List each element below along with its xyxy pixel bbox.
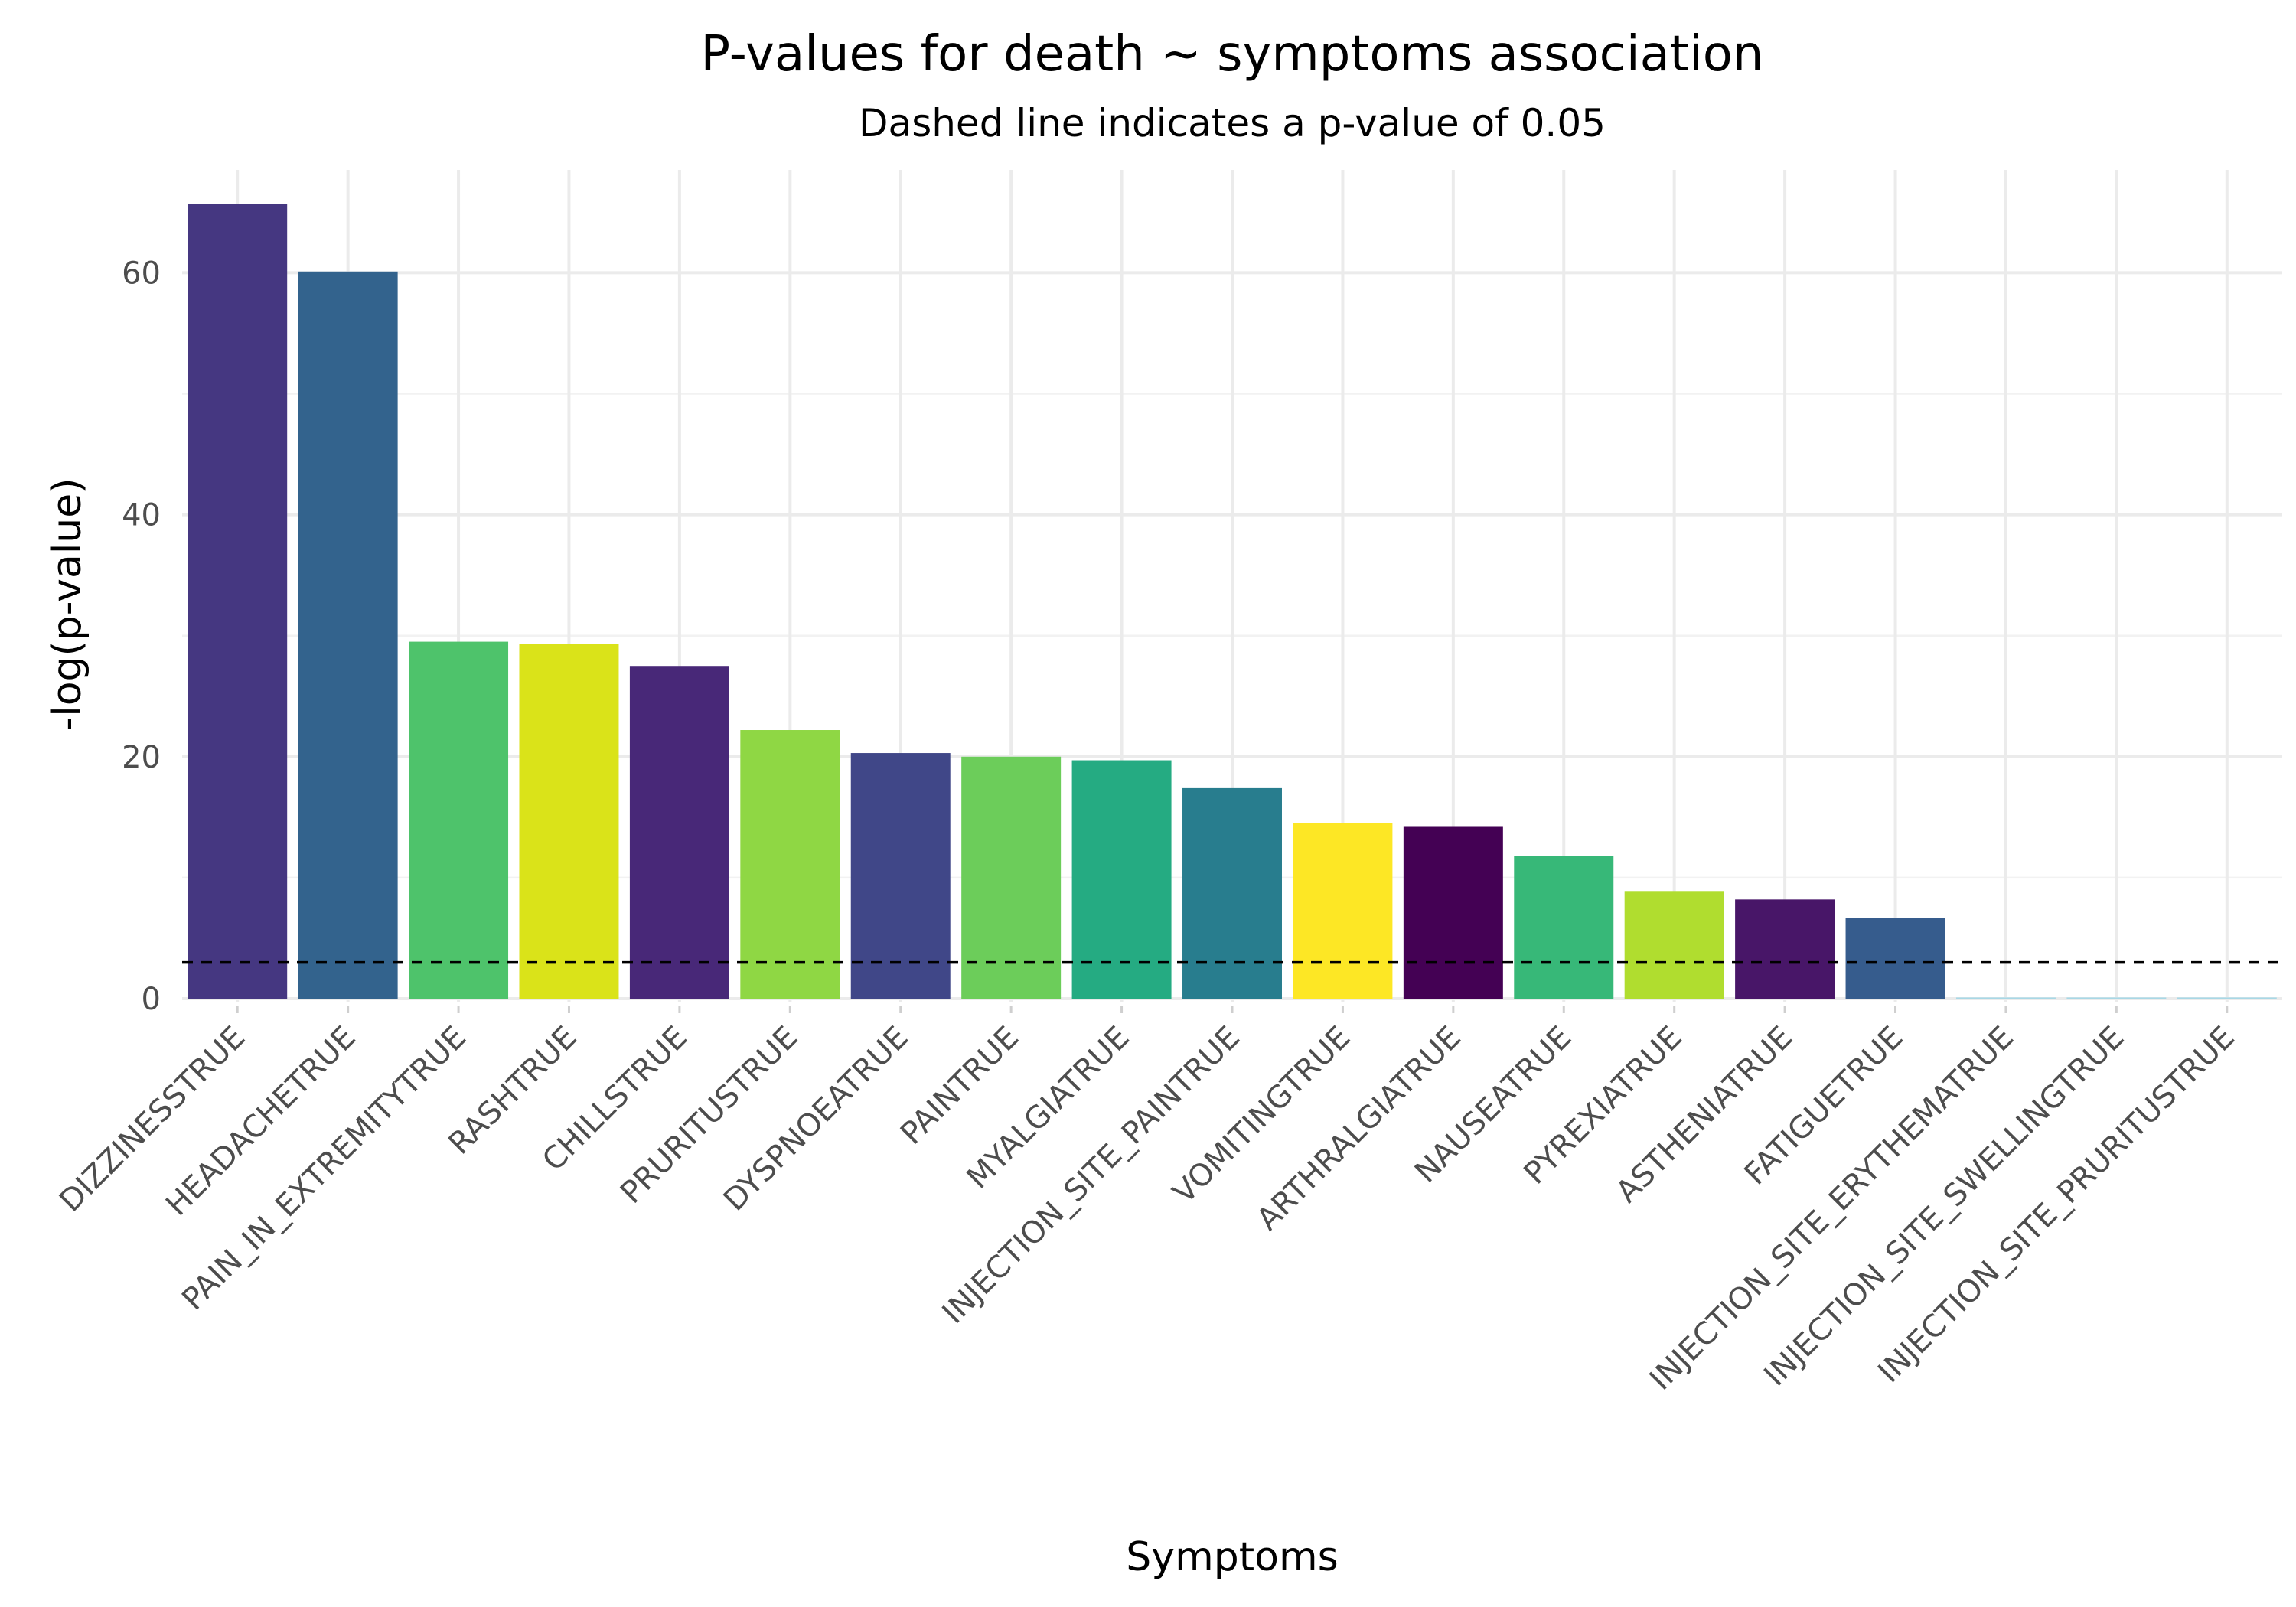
bar-vomitingtrue: [1293, 823, 1393, 999]
y-axis-title: -log(p-value): [44, 478, 90, 731]
bar-nauseatrue: [1514, 856, 1614, 999]
bar-astheniatrue: [1735, 899, 1835, 999]
bar-myalgiatrue: [1071, 760, 1172, 999]
chart-subtitle: Dashed line indicates a p-value of 0.05: [859, 101, 1606, 145]
chart-title: P-values for death ~ symptoms associatio…: [701, 26, 1764, 83]
y-tick-label: 60: [122, 256, 161, 291]
bar-headachetrue: [298, 271, 398, 999]
x-tick-label: HEADACHETRUE: [159, 1020, 363, 1224]
bar-injection_site_pruritustrue: [2177, 997, 2277, 999]
bars: [188, 204, 2277, 999]
x-tick-label: DYSPNOEATRUE: [717, 1020, 915, 1218]
bar-fatiguetrue: [1845, 918, 1945, 999]
x-tick-label: ARTHRALGIATRUE: [1250, 1020, 1468, 1238]
x-axis-title: Symptoms: [1126, 1534, 1338, 1580]
bar-injection_site_erythematrue: [1955, 997, 2056, 999]
bar-injection_site_paintrue: [1182, 787, 1282, 999]
bar-pruritustrue: [740, 730, 840, 999]
bar-injection_site_swellingtrue: [2066, 997, 2167, 999]
bar-dyspnoeatrue: [850, 753, 951, 999]
bar-dizzinesstrue: [188, 204, 288, 999]
x-axis-ticks: DIZZINESSTRUEHEADACHETRUEPAIN_IN_EXTREMI…: [53, 1006, 2242, 1397]
bar-pyrexiatrue: [1624, 891, 1724, 999]
bar-chillstrue: [629, 666, 729, 999]
bar-paintrue: [961, 756, 1062, 999]
y-tick-label: 20: [122, 740, 161, 775]
bar-arthralgiatrue: [1403, 826, 1503, 999]
bar-rashtrue: [519, 644, 619, 999]
y-tick-label: 0: [142, 982, 161, 1017]
bar-pain_in_extremitytrue: [409, 641, 509, 999]
y-tick-label: 40: [122, 498, 161, 533]
x-tick-label: DIZZINESSTRUE: [53, 1020, 252, 1219]
y-axis-ticks: 0 20 40 60: [122, 256, 161, 1017]
